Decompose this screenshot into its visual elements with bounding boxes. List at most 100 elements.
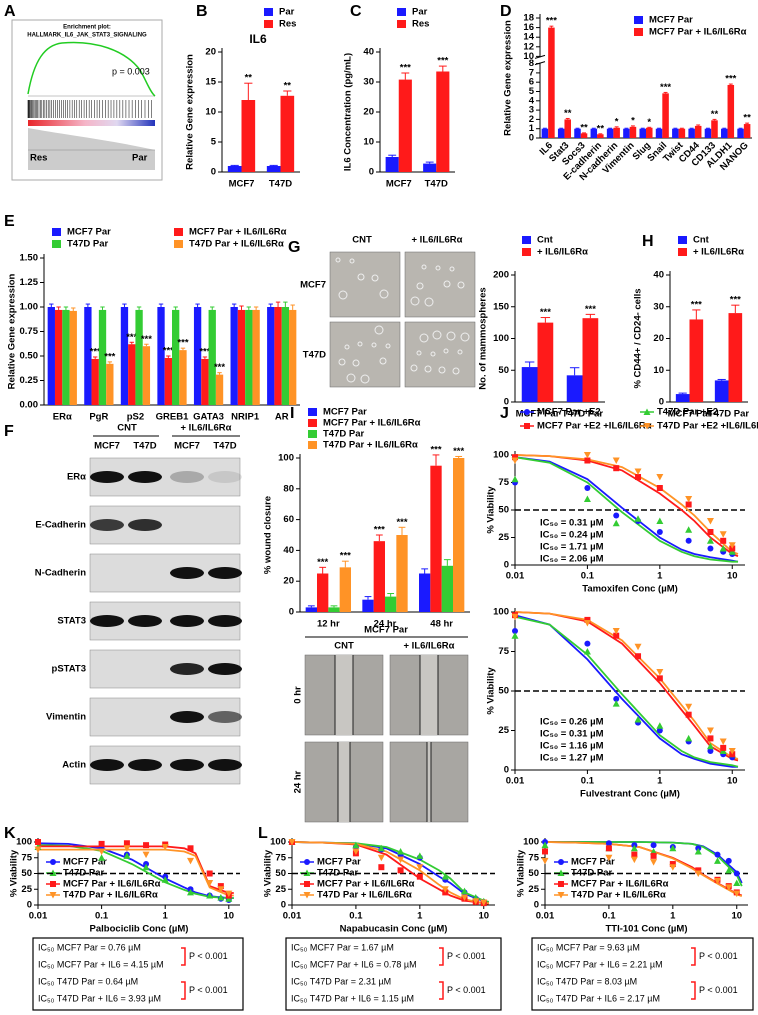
bar (590, 128, 598, 138)
legend-label: MCF7 Par (63, 857, 107, 868)
mammosphere (360, 374, 370, 384)
legend-label: + IL6/IL6Rα (537, 247, 588, 258)
panel-letter: J (500, 405, 509, 422)
panel-letter: E (4, 213, 15, 230)
blot-group: + IL6/IL6Rα (181, 423, 232, 434)
legend-label: MCF7 Par + IL6/IL6Rα (317, 879, 415, 890)
data-point (707, 545, 714, 552)
ic50-label: IC₅₀ = 0.31 µM (540, 729, 604, 740)
bar (54, 309, 63, 405)
data-point (98, 848, 106, 855)
data-point (656, 727, 663, 734)
significance: *** (126, 332, 137, 343)
data-point (613, 695, 620, 702)
blot-band (90, 519, 124, 531)
data-point (656, 529, 663, 535)
y-tick-label: 0 (281, 900, 286, 911)
x-tick-label: T47D Par (708, 409, 749, 420)
significance: * (615, 116, 619, 127)
data-point (685, 501, 692, 508)
data-point (669, 864, 677, 871)
legend-marker (524, 423, 530, 429)
y-tick-label: 100 (493, 450, 509, 461)
y-tick-label: 20 (363, 107, 374, 118)
legend-swatch (678, 248, 687, 256)
legend-label: MCF7 Par +E2 +IL6/IL6Rα (537, 421, 652, 432)
panel-letter: D (500, 3, 512, 20)
significance: *** (430, 444, 441, 455)
data-point (416, 852, 424, 859)
data-point (161, 876, 169, 883)
bar (266, 166, 281, 172)
legend-label: Par (279, 7, 295, 18)
bar (193, 307, 202, 405)
data-point (511, 613, 519, 621)
data-point (161, 844, 169, 851)
bar (721, 128, 728, 138)
mammosphere (449, 266, 455, 272)
bar (419, 573, 431, 612)
data-point (511, 457, 519, 464)
legend-marker (49, 892, 57, 899)
legend-marker (558, 881, 564, 887)
y-axis-label: % wound closure (263, 496, 274, 574)
legend-label: MCF7 Par +E2 (537, 407, 601, 418)
bar (574, 128, 581, 138)
panel-letter: B (196, 3, 208, 20)
legend-marker (643, 423, 651, 430)
axis-break (535, 57, 545, 63)
data-point (706, 537, 714, 544)
y-tick-label: 200 (493, 270, 509, 281)
data-point (377, 844, 385, 852)
bar (47, 307, 55, 405)
y-tick-label: 100 (270, 837, 286, 848)
bracket (691, 981, 696, 1000)
bar (521, 367, 538, 402)
data-point (416, 873, 423, 880)
data-point (352, 841, 360, 849)
blot-row-label: pSTAT3 (52, 664, 86, 675)
data-point (206, 892, 214, 899)
x-tick-label: 1 (657, 571, 663, 582)
gsea-heading: Enrichment plot: (63, 25, 111, 31)
data-point (733, 870, 740, 877)
data-point (706, 727, 714, 734)
stats-line: IC₅₀ T47D Par = 0.64 µM (38, 976, 138, 986)
data-point (694, 870, 702, 877)
blot-band (170, 663, 204, 675)
stats-line: IC₅₀ MCF7 Par = 0.76 µM (38, 942, 141, 952)
data-point (397, 867, 404, 874)
significance: ** (743, 113, 751, 124)
data-point (584, 616, 591, 623)
legend-swatch (522, 236, 531, 244)
y-tick-label: 80 (283, 483, 294, 494)
data-point (397, 847, 405, 855)
data-point (707, 529, 714, 535)
data-point (612, 627, 620, 635)
data-point (685, 734, 693, 742)
bar (423, 163, 437, 172)
data-point (714, 851, 721, 858)
y-axis-label: Relative Gene expression (185, 54, 196, 170)
data-point (225, 890, 233, 898)
lane-label: T47D (133, 441, 156, 452)
bar (396, 535, 408, 612)
blot-band (90, 615, 124, 627)
fit-curve (514, 456, 739, 563)
fit-curve (514, 615, 739, 768)
y-tick-label: 0 (529, 133, 534, 144)
bar (678, 128, 686, 138)
legend-marker (643, 408, 651, 415)
blot-band (208, 567, 242, 579)
ranked-metric (28, 128, 155, 170)
y-tick-label: 75 (275, 852, 286, 863)
x-tick-label: T47D Par (562, 409, 603, 420)
significance: *** (546, 16, 557, 27)
legend-swatch (52, 228, 61, 236)
blot-row-label: E-Cadherin (35, 520, 86, 531)
y-tick-label: 1.00 (20, 302, 39, 313)
data-point (98, 840, 105, 847)
y-tick-label: 25 (498, 725, 509, 736)
y-tick-label: 50 (528, 868, 539, 879)
blot-group: CNT (117, 423, 137, 434)
